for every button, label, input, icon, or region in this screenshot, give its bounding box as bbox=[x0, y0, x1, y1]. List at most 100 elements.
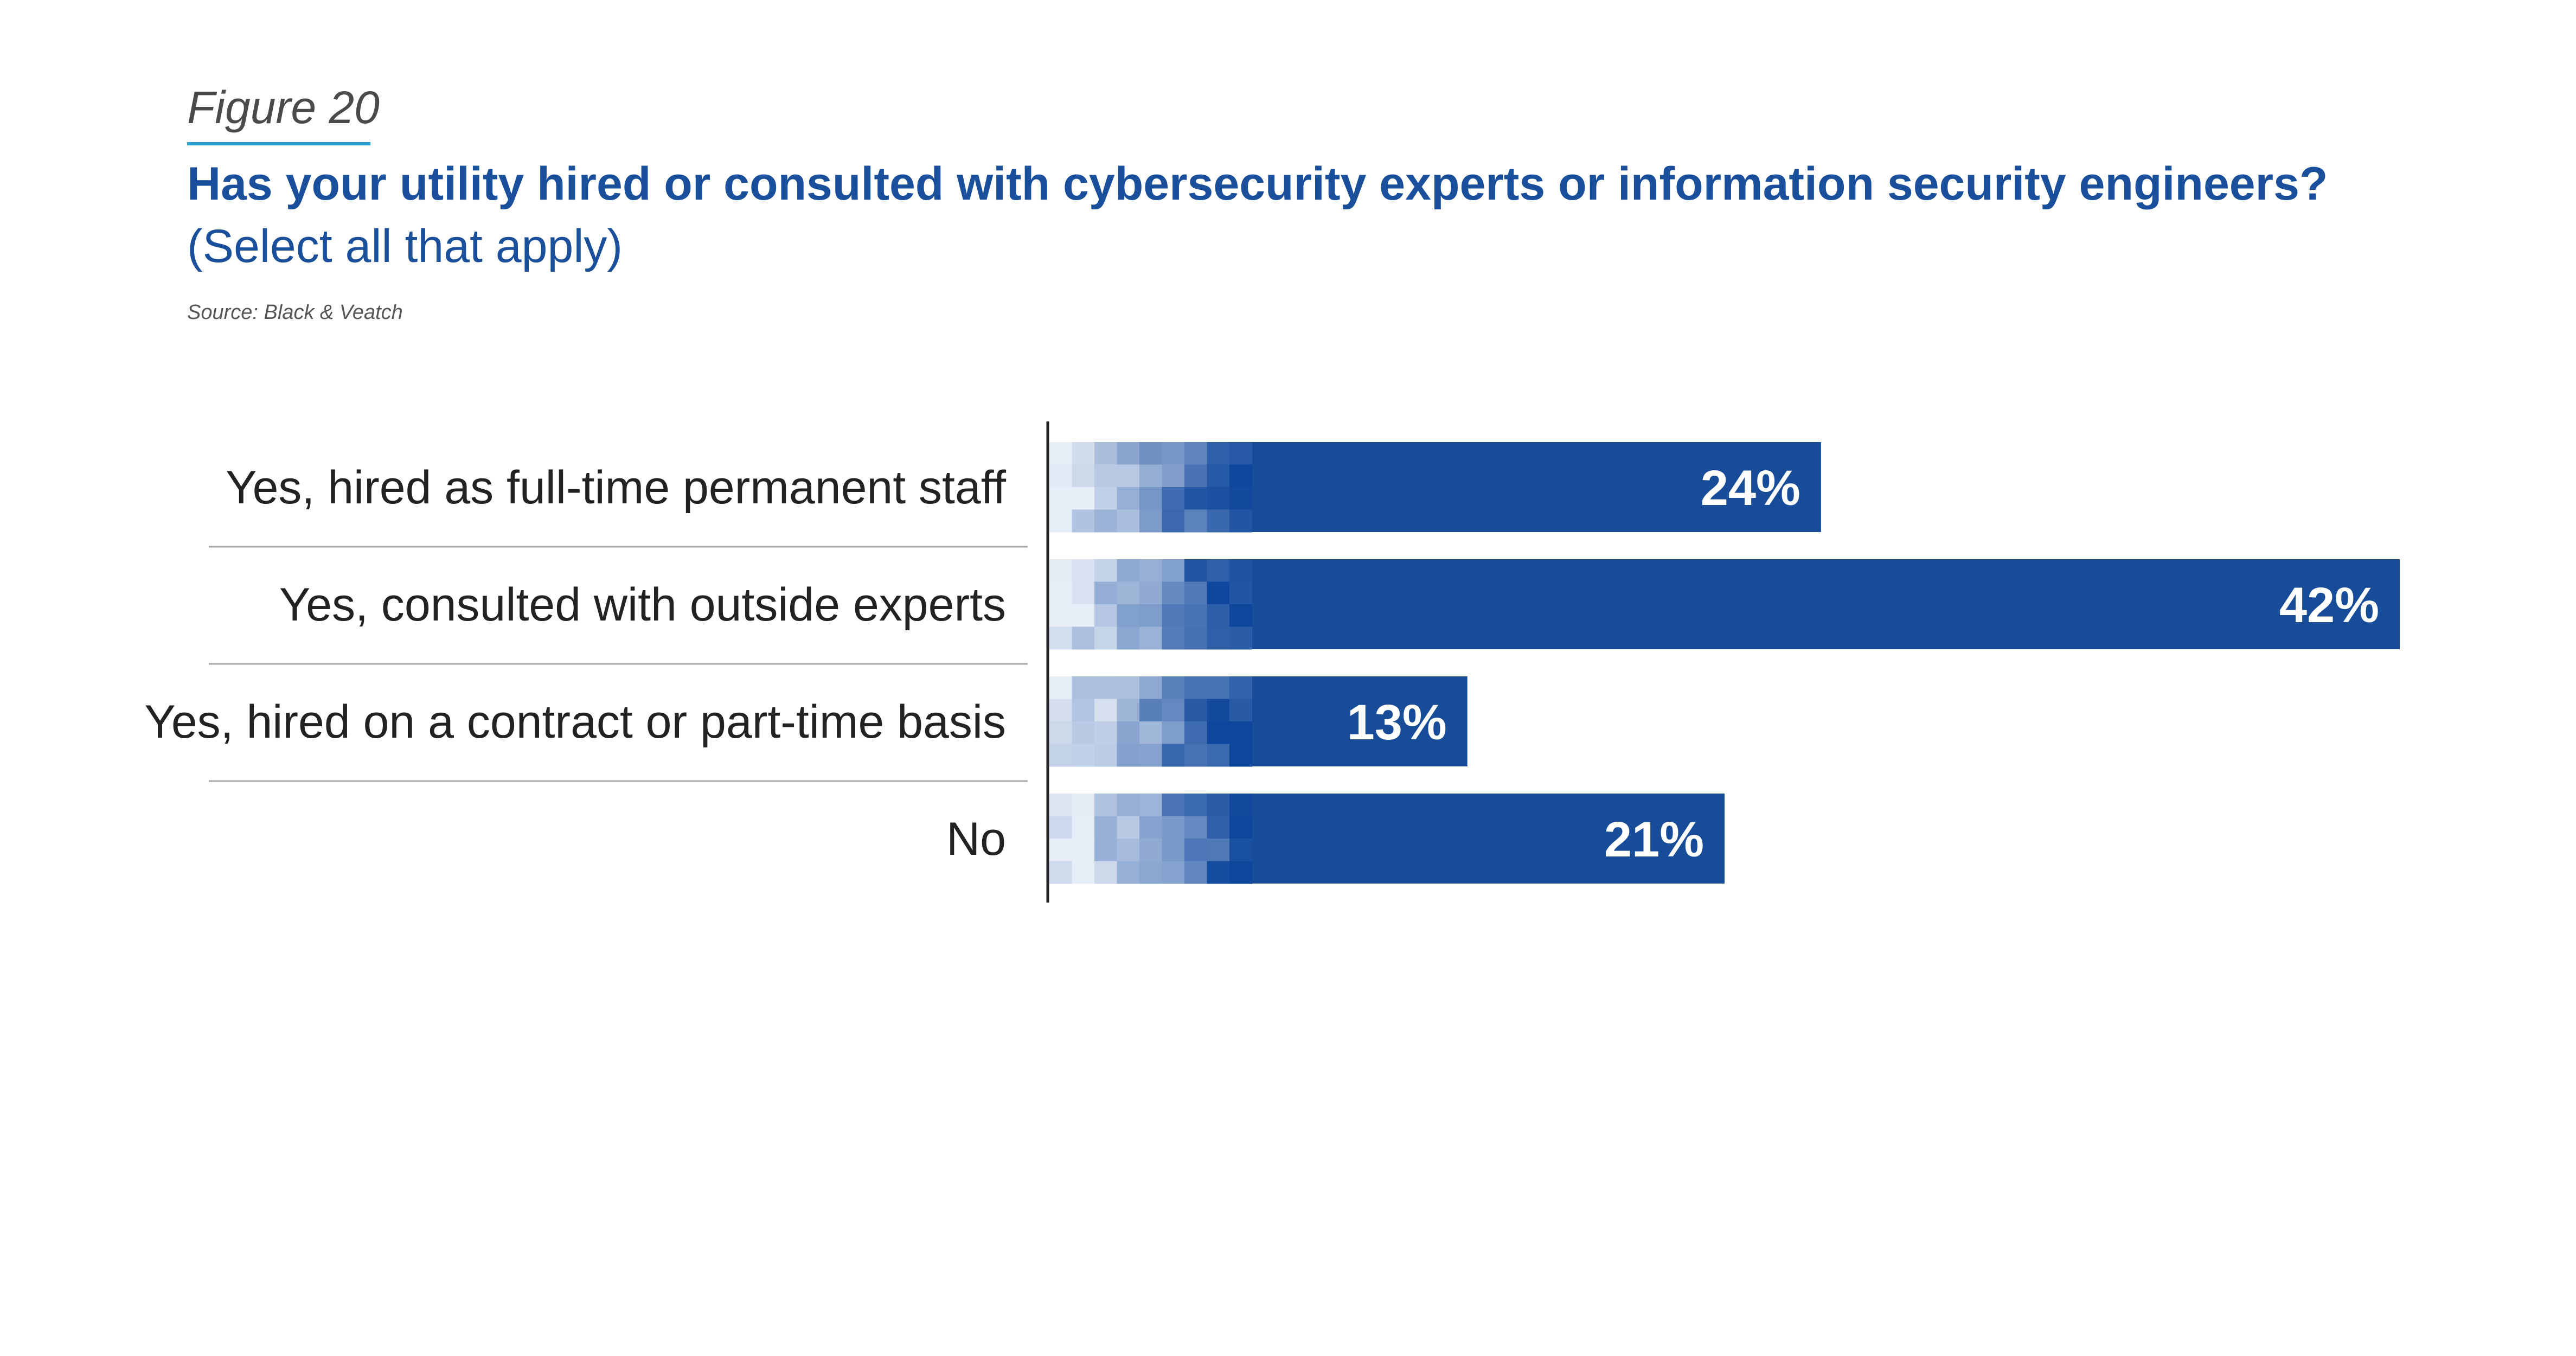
bar-pixel-tile bbox=[1162, 839, 1185, 861]
value-label: 42% bbox=[2279, 578, 2379, 633]
bar-pixel-tile bbox=[1139, 794, 1162, 816]
bar-pixel-tile bbox=[1229, 744, 1252, 767]
chart-title: Has your utility hired or consulted with… bbox=[187, 158, 2328, 210]
bar-pixel-tile bbox=[1184, 721, 1207, 744]
bar-pixel-tile bbox=[1139, 581, 1162, 605]
chart-subtitle: (Select all that apply) bbox=[187, 220, 623, 272]
bar-pixel-tile bbox=[1049, 744, 1072, 767]
bar-pixel-tile bbox=[1229, 442, 1252, 465]
category-label: Yes, consulted with outside experts bbox=[279, 579, 1006, 631]
bar-pixel-tile bbox=[1207, 487, 1230, 510]
bar-pixel-tile bbox=[1229, 794, 1252, 816]
bar-pixel-tile bbox=[1049, 626, 1072, 650]
bar-pixel-pattern bbox=[1049, 676, 1252, 767]
bar bbox=[1049, 559, 2400, 649]
bar-pixel-tile bbox=[1184, 604, 1207, 627]
value-label: 24% bbox=[1701, 460, 1800, 516]
bar-pixel-tile bbox=[1072, 442, 1095, 465]
bar-pixel-tile bbox=[1207, 794, 1230, 816]
bar-pixel-tile bbox=[1117, 676, 1140, 699]
bar-pixel-tile bbox=[1049, 816, 1072, 839]
bar-pixel-tile bbox=[1049, 487, 1072, 510]
bar-pixel-tile bbox=[1229, 464, 1252, 488]
bar-pixel-tile bbox=[1184, 861, 1207, 884]
bar-pixel-tile bbox=[1094, 839, 1117, 861]
bar-pixel-tile bbox=[1184, 464, 1207, 488]
bar-pixel-tile bbox=[1207, 861, 1230, 884]
bar-pixel-tile bbox=[1139, 861, 1162, 884]
bar-pixel-tile bbox=[1162, 604, 1185, 627]
bar-pixel-tile bbox=[1162, 676, 1185, 699]
bar-pixel-tile bbox=[1207, 442, 1230, 465]
figure-label: Figure 20 bbox=[187, 82, 380, 133]
bar-pixel-tile bbox=[1207, 839, 1230, 861]
bar-pixel-tile bbox=[1139, 744, 1162, 767]
category-label: Yes, hired on a contract or part-time ba… bbox=[144, 696, 1006, 748]
bar-pixel-tile bbox=[1139, 464, 1162, 488]
bar-pixel-tile bbox=[1072, 721, 1095, 744]
bar-pixel-tile bbox=[1229, 699, 1252, 722]
bar-pixel-tile bbox=[1139, 816, 1162, 839]
value-label: 21% bbox=[1604, 812, 1704, 867]
bar-pixel-tile bbox=[1139, 839, 1162, 861]
value-label: 13% bbox=[1347, 695, 1447, 750]
bar-pixel-tile bbox=[1162, 744, 1185, 767]
bar-pixel-tile bbox=[1184, 559, 1207, 582]
bar-pixel-tile bbox=[1094, 581, 1117, 605]
bar-pixel-tile bbox=[1117, 721, 1140, 744]
bar-pixel-tile bbox=[1072, 699, 1095, 722]
bar-pixel-tile bbox=[1184, 487, 1207, 510]
bar-pixel-tile bbox=[1072, 839, 1095, 861]
category-label: Yes, hired as full-time permanent staff bbox=[226, 462, 1007, 514]
bar-pixel-tile bbox=[1184, 581, 1207, 605]
bar-pixel-tile bbox=[1072, 676, 1095, 699]
bar-pixel-tile bbox=[1162, 816, 1185, 839]
bar-pixel-tile bbox=[1094, 861, 1117, 884]
bar-pixel-tile bbox=[1072, 581, 1095, 605]
bar-pixel-tile bbox=[1117, 816, 1140, 839]
bar-pixel-tile bbox=[1117, 626, 1140, 650]
bar-pixel-tile bbox=[1207, 721, 1230, 744]
bar-pixel-tile bbox=[1117, 794, 1140, 816]
bar-pixel-tile bbox=[1072, 816, 1095, 839]
bar-pixel-tile bbox=[1229, 604, 1252, 627]
bar-pixel-tile bbox=[1229, 676, 1252, 699]
bar-pixel-tile bbox=[1229, 816, 1252, 839]
bar-pixel-tile bbox=[1139, 559, 1162, 582]
bar-pixel-tile bbox=[1229, 487, 1252, 510]
bar-pixel-tile bbox=[1094, 816, 1117, 839]
bar-pixel-tile bbox=[1139, 442, 1162, 465]
bar-pixel-tile bbox=[1049, 509, 1072, 533]
bar-pixel-tile bbox=[1162, 559, 1185, 582]
bar-pixel-tile bbox=[1072, 487, 1095, 510]
bar-pixel-tile bbox=[1162, 699, 1185, 722]
bar-pixel-tile bbox=[1094, 442, 1117, 465]
bar-pixel-tile bbox=[1049, 721, 1072, 744]
bar-pixel-tile bbox=[1094, 509, 1117, 533]
bar-pixel-tile bbox=[1162, 861, 1185, 884]
bar-pixel-pattern bbox=[1049, 559, 1252, 650]
bar-pixel-tile bbox=[1094, 604, 1117, 627]
bar-pixel-tile bbox=[1162, 464, 1185, 488]
bar-pixel-pattern bbox=[1049, 442, 1252, 533]
bar-pixel-tile bbox=[1094, 744, 1117, 767]
bar-pixel-pattern bbox=[1049, 794, 1252, 884]
bar-pixel-tile bbox=[1162, 626, 1185, 650]
bar-pixel-tile bbox=[1207, 581, 1230, 605]
bar-pixel-tile bbox=[1162, 721, 1185, 744]
bar-pixel-tile bbox=[1072, 794, 1095, 816]
bar-pixel-tile bbox=[1139, 487, 1162, 510]
chart-source: Source: Black & Veatch bbox=[187, 301, 403, 324]
bar-pixel-tile bbox=[1184, 626, 1207, 650]
bar-pixel-tile bbox=[1184, 509, 1207, 533]
bar-pixel-tile bbox=[1094, 559, 1117, 582]
bar-pixel-tile bbox=[1049, 699, 1072, 722]
bar-pixel-tile bbox=[1229, 839, 1252, 861]
bar-pixel-tile bbox=[1139, 626, 1162, 650]
bar-pixel-tile bbox=[1072, 744, 1095, 767]
bar-pixel-tile bbox=[1139, 721, 1162, 744]
bar-pixel-tile bbox=[1072, 464, 1095, 488]
bar-pixel-tile bbox=[1207, 744, 1230, 767]
bar-pixel-tile bbox=[1072, 604, 1095, 627]
bar-pixel-tile bbox=[1229, 861, 1252, 884]
